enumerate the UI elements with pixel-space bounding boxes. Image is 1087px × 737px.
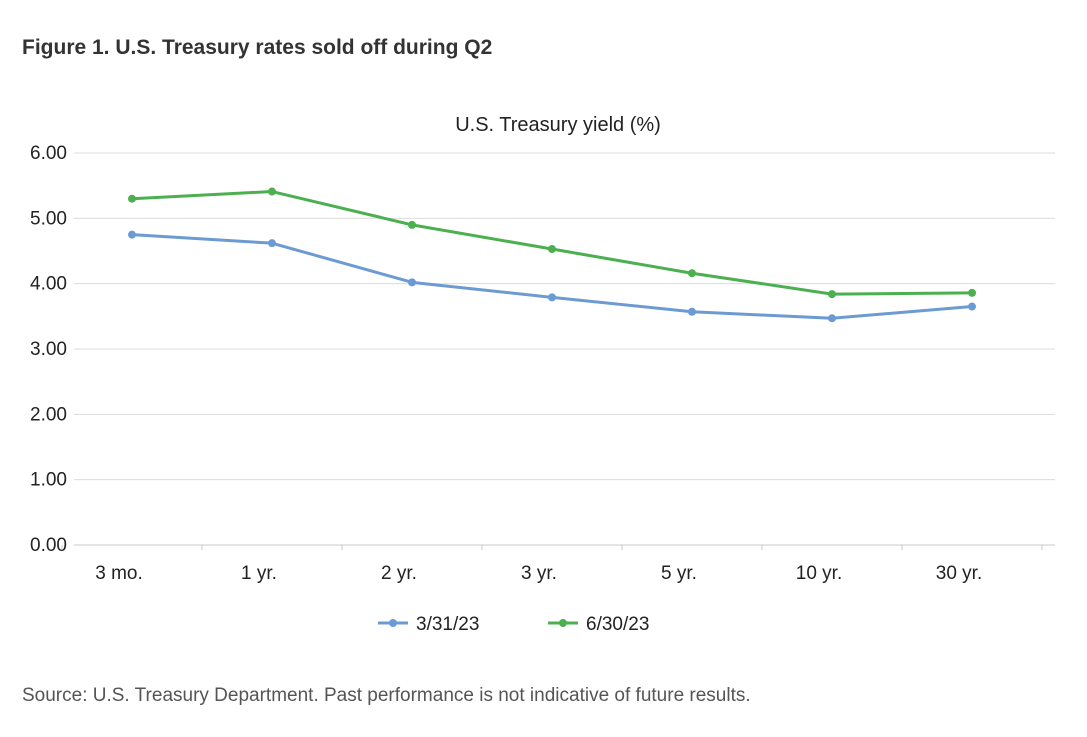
y-tick-label: 0.00: [30, 535, 67, 556]
y-axis-ticks: 0.00 1.00 2.00 3.00 4.00 5.00 6.00: [30, 143, 67, 556]
x-category-label: 3 mo.: [95, 563, 143, 584]
x-axis: 3 mo. 1 yr. 2 yr. 3 yr. 5 yr. 10 yr. 30 yr.: [61, 545, 1043, 584]
x-category-label: 1 yr.: [241, 563, 277, 584]
x-category-label: 30 yr.: [936, 563, 982, 584]
data-point: [268, 239, 276, 248]
y-tick-label: 4.00: [30, 274, 67, 295]
legend-label: 3/31/23: [416, 614, 479, 635]
legend: 3/31/23 6/30/23: [378, 614, 649, 635]
chart-title: U.S. Treasury yield (%): [455, 114, 661, 136]
y-tick-label: 5.00: [30, 208, 67, 229]
grid-lines: [74, 152, 1055, 546]
y-tick-label: 2.00: [30, 404, 67, 425]
data-point: [408, 278, 416, 287]
data-point: [548, 293, 556, 302]
y-tick-label: 6.00: [30, 143, 67, 164]
data-point: [408, 220, 416, 229]
data-point: [688, 307, 696, 316]
data-point: [968, 288, 976, 297]
data-point: [128, 194, 136, 203]
series-lines: [128, 187, 976, 323]
x-category-label: 5 yr.: [661, 563, 697, 584]
legend-marker: [559, 619, 567, 627]
data-point: [828, 314, 836, 323]
x-category-label: 3 yr.: [521, 563, 557, 584]
data-point: [548, 245, 556, 254]
legend-label: 6/30/23: [586, 614, 649, 635]
data-point: [128, 230, 136, 239]
y-tick-label: 3.00: [30, 339, 67, 360]
data-point: [688, 269, 696, 278]
yield-line-chart: U.S. Treasury yield (%) 0.00 1.00 2.00 3.00…: [30, 114, 1055, 635]
x-category-label: 2 yr.: [381, 563, 417, 584]
source-note: Source: U.S. Treasury Department. Past p…: [22, 685, 751, 706]
data-point: [828, 290, 836, 299]
x-category-label: 10 yr.: [796, 563, 842, 584]
data-point: [268, 187, 276, 196]
figure-title: Figure 1. U.S. Treasury rates sold off d…: [22, 36, 493, 59]
y-tick-label: 1.00: [30, 470, 67, 491]
data-point: [968, 302, 976, 311]
legend-marker: [389, 619, 397, 627]
